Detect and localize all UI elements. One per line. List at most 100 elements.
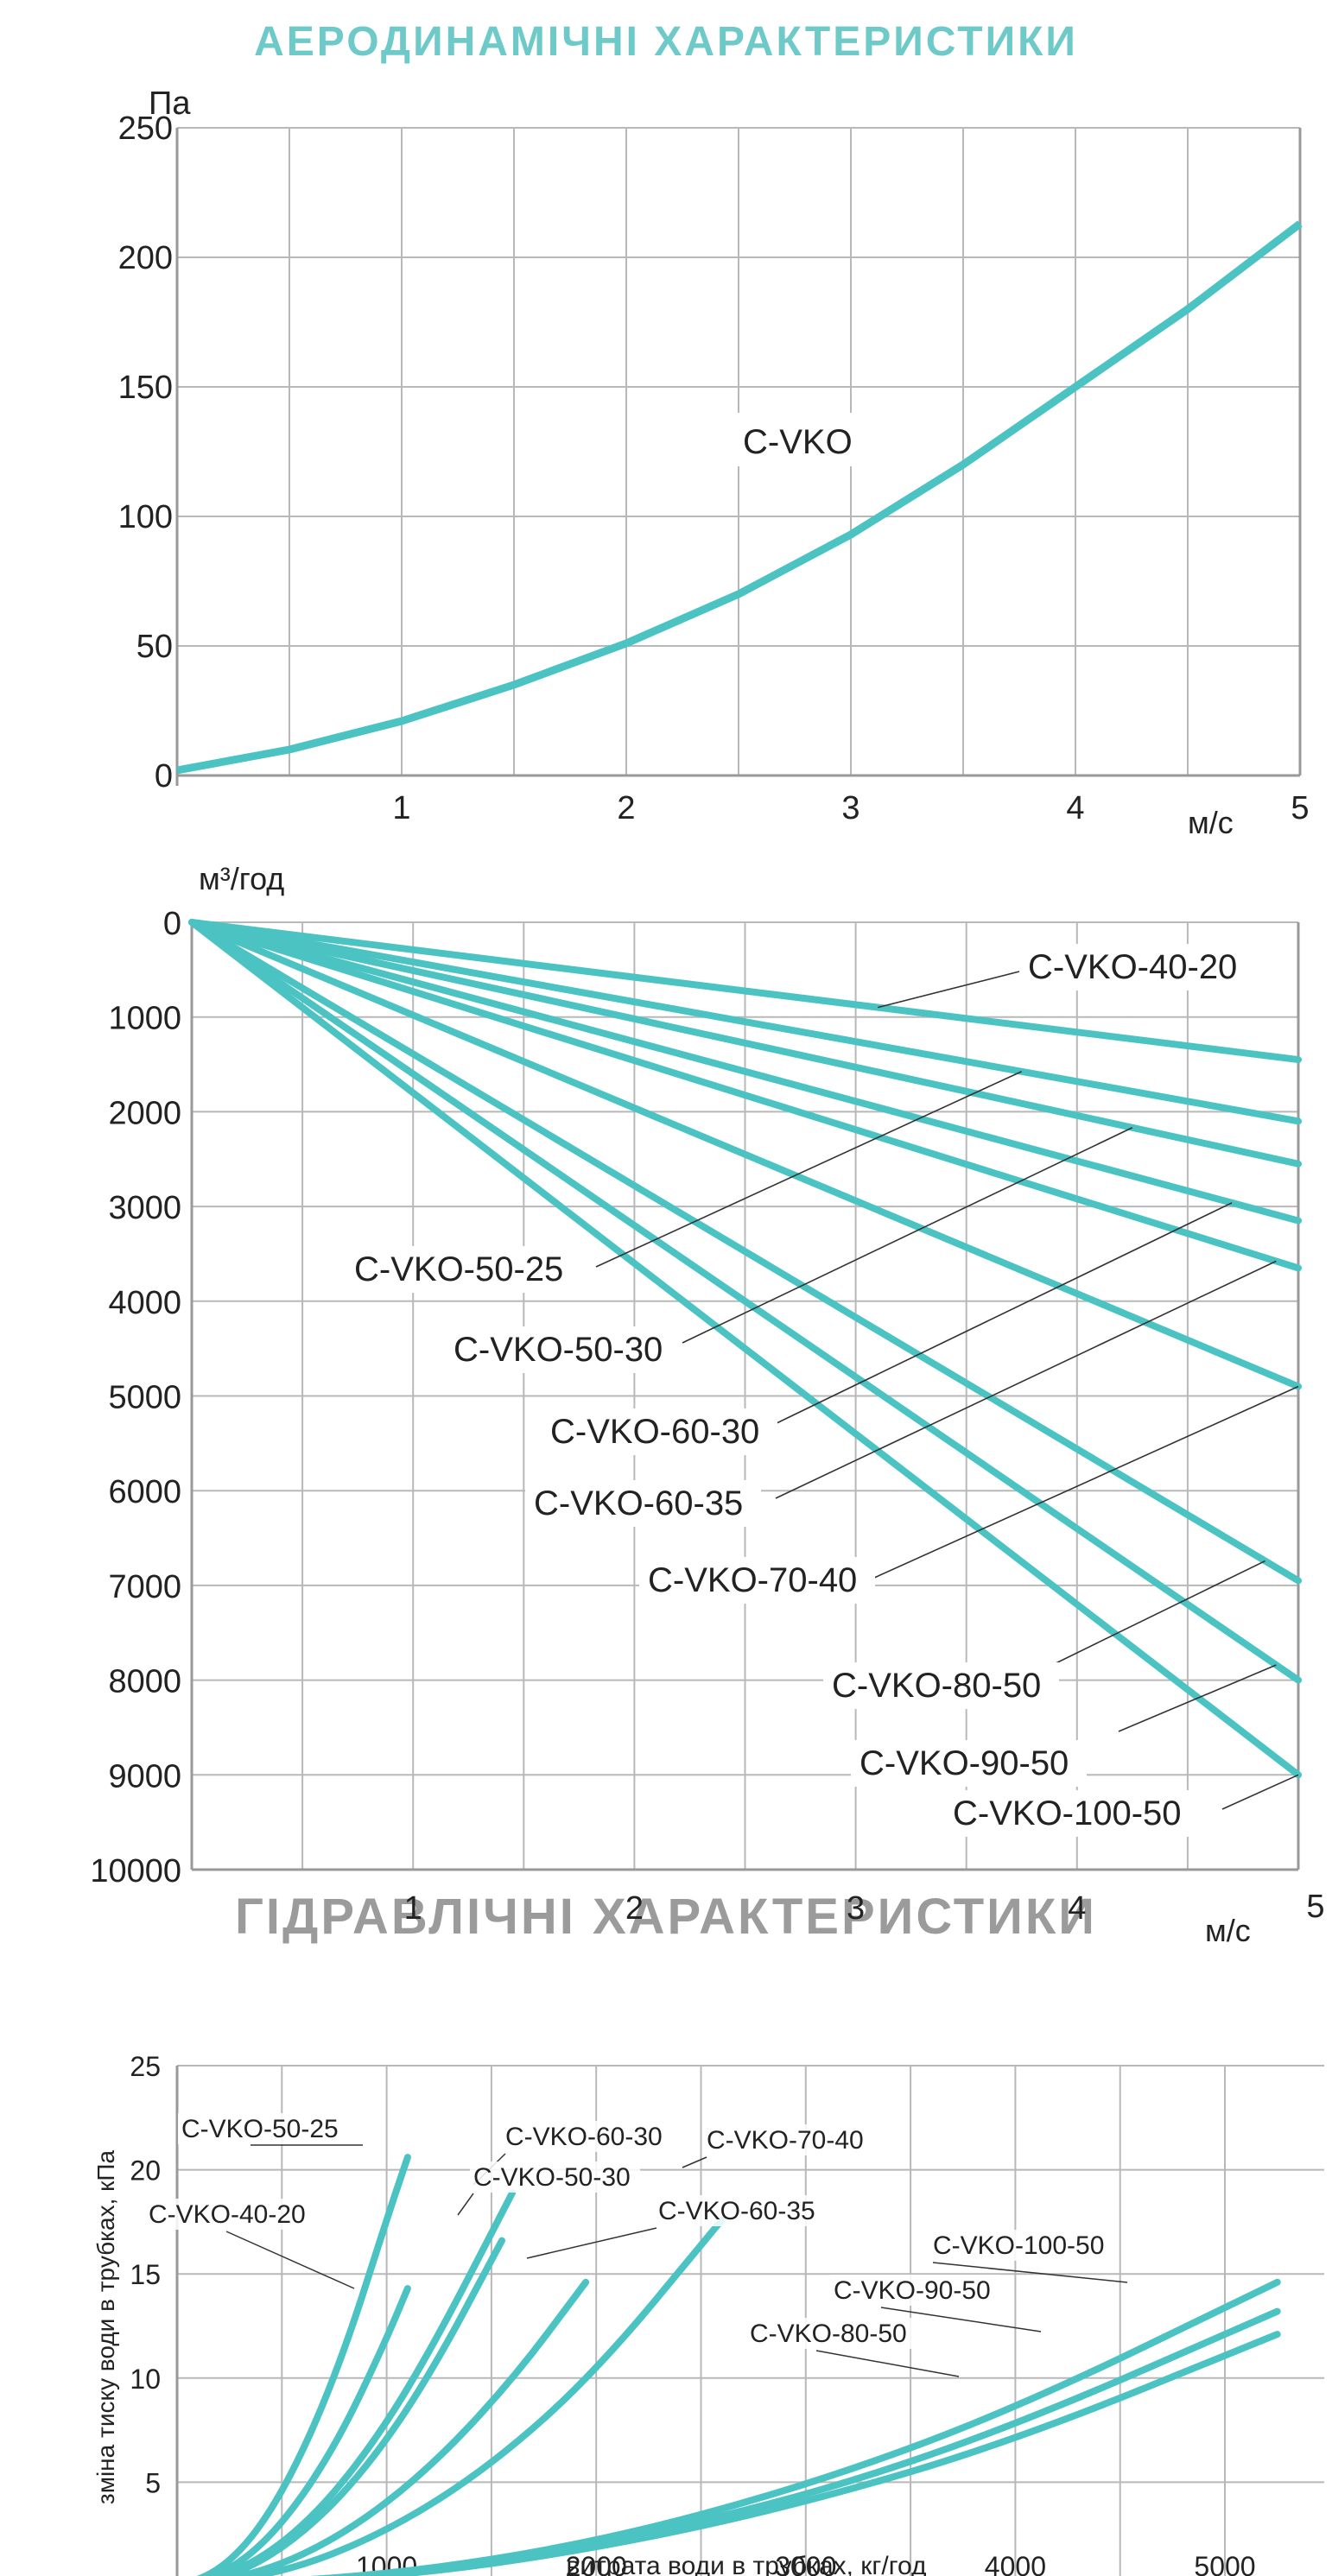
leader-line-c-vko-40-20: [225, 2231, 355, 2289]
x-axis-label: витрата води в трубках, кг/год: [566, 2552, 926, 2576]
series-label-background: [851, 1740, 1087, 1787]
x-tick-label: 3: [841, 790, 859, 826]
leader-line-c-vko-100-50: [932, 2262, 1128, 2283]
leader-line-c-vko-90-50: [880, 2307, 1042, 2332]
series-line-c-vko-80-50: [188, 919, 1302, 1585]
series-label-c-vko-40-20: C-VKO-40-20: [1028, 948, 1237, 986]
series-label-background: [655, 2195, 825, 2226]
series-line-c-vko-50-25: [196, 2154, 411, 2576]
leader-line-c-vko-80-50: [1044, 1560, 1265, 1669]
series-label-background: [823, 1662, 1059, 1709]
series-label-c-vko-60-35: C-VKO-60-35: [658, 2197, 815, 2225]
y-axis-label: зміна тиску води в трубках, кПа: [92, 2149, 119, 2504]
series-line-c-vko-40-20: [188, 919, 1302, 1064]
series-label-c-vko-70-40: C-VKO-70-40: [707, 2126, 864, 2155]
series-label-background: [746, 2318, 917, 2349]
x-tick-label: 5000: [1194, 2551, 1255, 2576]
series-label-background: [929, 2230, 1114, 2261]
y-tick-label: 1000: [108, 1001, 181, 1037]
x-tick-label: 3: [847, 1890, 865, 1927]
series-label-background: [703, 2124, 873, 2155]
y-tick-label: 100: [118, 499, 173, 535]
series-line-c-vko-80-50: [334, 2331, 1281, 2576]
leader-line-c-vko-60-35: [526, 2227, 657, 2259]
x-tick-label: 4: [1068, 1890, 1086, 1927]
x-tick-label: 4: [1066, 790, 1084, 826]
leader-line-c-vko-100-50: [1221, 1774, 1299, 1810]
y-tick-label: 6000: [108, 1474, 181, 1510]
y-tick-label: 250: [118, 111, 173, 147]
y-tick-label: 9000: [108, 1758, 181, 1794]
series-label: C-VKO: [743, 423, 853, 461]
y-axis-label: м³/год: [199, 861, 284, 896]
x-tick-label: 5: [1306, 1889, 1324, 1925]
series-label-c-vko-90-50: C-VKO-90-50: [834, 2276, 991, 2305]
leader-line-c-vko-50-25: [595, 1071, 1023, 1268]
series-label-c-vko-40-20: C-VKO-40-20: [149, 2200, 306, 2229]
series-label-background: [145, 2199, 315, 2230]
leader-line-c-vko-50-30: [682, 1127, 1133, 1344]
hydraulic-heading: ГІДРАВЛІЧНІ ХАРАКТЕРИСТИКИ: [235, 1889, 1097, 1945]
series-line-c-vko-100-50: [188, 919, 1302, 1779]
x-tick-label: 4000: [985, 2551, 1046, 2576]
series-line-c-vko-50-30: [188, 919, 1302, 1168]
y-tick-label: 150: [118, 370, 173, 406]
leader-line-c-vko-90-50: [1118, 1664, 1277, 1732]
y-tick-label: 5: [145, 2467, 161, 2498]
y-tick-label: 200: [118, 240, 173, 276]
series-label-c-vko-60-30: C-VKO-60-30: [505, 2123, 663, 2151]
series-line-c-vko-70-40: [234, 2216, 726, 2576]
series-line-c-vko-100-50: [311, 2278, 1281, 2576]
y-axis-label: Па: [149, 85, 191, 122]
leader-line-c-vko-40-20: [878, 971, 1020, 1009]
series-label-c-vko-50-25: C-VKO-50-25: [181, 2115, 339, 2143]
series-line-c-vko-40-20: [203, 2285, 411, 2576]
series-label-background: [346, 1246, 581, 1293]
series-label-c-vko-50-25: C-VKO-50-25: [354, 1250, 563, 1288]
x-tick-label: 1: [404, 1890, 422, 1927]
series-label-c-vko-50-30: C-VKO-50-30: [454, 1331, 663, 1369]
y-tick-label: 3000: [108, 1190, 181, 1226]
y-tick-label: 2000: [108, 1095, 181, 1131]
series-label-background: [502, 2121, 672, 2152]
leader-line-c-vko-80-50: [815, 2350, 960, 2377]
x-axis-label: м/с: [1205, 1913, 1251, 1948]
y-tick-label: 5000: [108, 1380, 181, 1416]
series-label-background: [445, 1326, 681, 1373]
series-line-c-vko-60-30: [188, 919, 1302, 1225]
series-line-c-vko-60-35: [223, 2278, 590, 2576]
x-tick-label: 2000: [566, 2551, 627, 2576]
y-tick-label: 10: [130, 2364, 161, 2395]
aerodynamic-heading: АЕРОДИНАМІЧНІ ХАРАКТЕРИСТИКИ: [254, 19, 1078, 65]
leader-line-c-vko-70-40: [682, 2156, 707, 2168]
y-tick-label: 0: [155, 758, 173, 794]
series-label-background: [542, 1408, 777, 1455]
series-label-background: [830, 2275, 1000, 2306]
y-tick-label: 7000: [108, 1569, 181, 1605]
series-label-background: [525, 1480, 761, 1527]
leader-line-c-vko-60-30: [772, 1202, 1233, 1426]
series-label-background: [470, 2161, 640, 2193]
x-tick-label: 3000: [775, 2551, 836, 2576]
series-label-c-vko-100-50: C-VKO-100-50: [933, 2231, 1104, 2260]
series-label-background: [1019, 944, 1255, 991]
series-line-c-vko: [176, 220, 1303, 775]
series-label-background: [639, 1557, 875, 1604]
y-tick-label: 50: [136, 629, 173, 665]
series-line-c-vko-60-35: [188, 919, 1302, 1272]
series-label-background: [178, 2113, 348, 2144]
leader-line-c-vko-60-35: [775, 1260, 1277, 1499]
y-tick-label: 20: [130, 2155, 161, 2187]
x-tick-label: 1: [392, 790, 410, 826]
x-tick-label: 2: [625, 1890, 644, 1927]
series-label-c-vko-70-40: C-VKO-70-40: [648, 1561, 857, 1599]
series-label-c-vko-80-50: C-VKO-80-50: [750, 2320, 907, 2348]
series-line-c-vko-50-30: [211, 2237, 505, 2576]
series-label-c-vko-100-50: C-VKO-100-50: [953, 1794, 1182, 1832]
leader-line-c-vko-70-40: [872, 1385, 1299, 1579]
y-tick-label: 10000: [90, 1853, 181, 1889]
y-tick-label: 8000: [108, 1664, 181, 1700]
y-tick-label: 0: [163, 906, 181, 942]
y-tick-label: 4000: [108, 1285, 181, 1321]
series-label-c-vko-50-30: C-VKO-50-30: [473, 2163, 631, 2192]
